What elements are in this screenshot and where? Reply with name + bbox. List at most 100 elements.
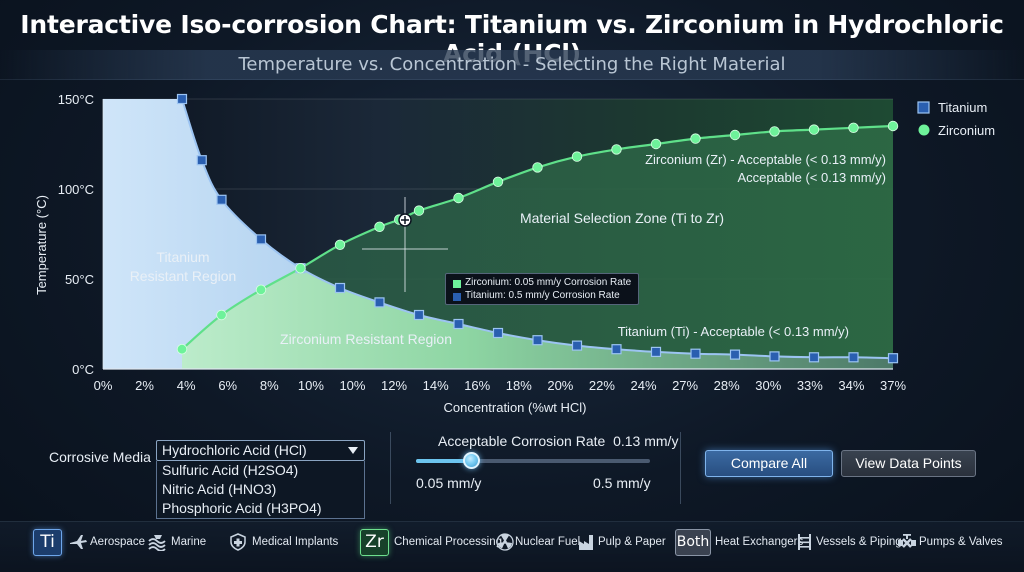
titanium-point[interactable] (611, 344, 622, 355)
wave-icon (148, 535, 166, 551)
app-aerospace: Aerospace (90, 536, 145, 548)
chart-labels: 0% 2% 4% 6% 8% 10% 10% 12% 14% 16% 18% 20% 22% 24% 27%… (34, 92, 995, 415)
zirconium-point[interactable] (334, 239, 346, 251)
zr-acceptable-annotation: Zirconium (Zr) - Acceptable (< 0.13 mm/y… (645, 152, 886, 167)
media-options-list: Sulfuric Acid (H2SO4) Nitric Acid (HNO3)… (156, 461, 365, 519)
zirconium-point[interactable] (532, 162, 543, 173)
titanium-point[interactable] (196, 155, 207, 166)
zirconium-point[interactable] (255, 284, 267, 296)
medical-shield-icon (230, 533, 246, 551)
rate-value: 0.13 mm/y (613, 433, 679, 449)
tooltip-ti-text: Titanium: 0.5 mm/y Corrosion Rate (465, 290, 620, 301)
zirconium-point[interactable] (611, 144, 622, 155)
titanium-point[interactable] (176, 93, 188, 105)
slider-fill (416, 459, 473, 463)
page-subtitle: Temperature vs. Concentration - Selectin… (238, 54, 786, 75)
zirconium-point[interactable] (216, 309, 227, 321)
x-tick-label: 37% (880, 378, 906, 393)
media-option-nitric[interactable]: Nitric Acid (HNO3) (162, 481, 277, 497)
zirconium-point[interactable] (690, 133, 701, 144)
selected-point-cross (401, 216, 409, 224)
titanium-point[interactable] (690, 348, 701, 359)
factory-icon (579, 535, 593, 550)
zirconium-point[interactable] (848, 122, 859, 134)
corrosion-rate-slider[interactable] (416, 459, 650, 463)
zirconium-point[interactable] (808, 124, 820, 135)
media-option-sulfuric[interactable]: Sulfuric Acid (H2SO4) (162, 462, 299, 478)
x-tick-label: 18% (506, 378, 532, 393)
app-heat-exchangers: Heat Exchangers (715, 536, 804, 548)
view-data-points-button[interactable]: View Data Points (841, 450, 976, 477)
ti-badge: Ti (33, 529, 62, 556)
y-tick-label: 50°C (65, 272, 94, 287)
x-tick-label: 28% (714, 378, 740, 393)
zirconium-point[interactable] (413, 205, 425, 216)
app-chemical-processing: Chemical Processing (394, 536, 503, 548)
zirconium-point[interactable] (176, 344, 188, 355)
selection-zone-label: Material Selection Zone (Ti to Zr) (520, 210, 724, 226)
titanium-point[interactable] (413, 309, 425, 321)
x-tick-label: 33% (797, 378, 823, 393)
app-marine: Marine (171, 536, 207, 548)
crosshair-cursor (362, 197, 448, 292)
zirconium-point[interactable] (453, 192, 464, 204)
titanium-region-label-2: Resistant Region (130, 268, 237, 284)
tooltip: Zirconium: 0.05 mm/y Corrosion Rate Tita… (445, 273, 639, 305)
app-nuclear-fuel: Nuclear Fuel (515, 536, 581, 548)
zirconium-point[interactable] (729, 129, 741, 141)
app-medical-implants: Medical Implants (252, 536, 339, 548)
zirconium-point[interactable] (492, 176, 504, 188)
titanium-point[interactable] (374, 297, 385, 308)
titanium-region-fill (103, 99, 301, 369)
titanium-point[interactable] (255, 234, 267, 245)
titanium-point[interactable] (532, 335, 543, 346)
y-tick-label: 100°C (58, 182, 94, 197)
x-tick-label: 2% (135, 378, 154, 393)
both-badge: Both (675, 529, 711, 556)
x-tick-label: 16% (464, 378, 490, 393)
titanium-point[interactable] (453, 318, 464, 330)
legend-titanium-swatch (917, 101, 930, 114)
titanium-point[interactable] (216, 194, 227, 205)
zirconium-point[interactable] (650, 138, 662, 150)
titanium-point[interactable] (887, 353, 899, 364)
titanium-point[interactable] (729, 349, 741, 360)
x-tick-label: 27% (672, 378, 698, 393)
zirconium-point[interactable] (374, 221, 385, 233)
y-axis-label: Temperature (°C) (34, 195, 49, 295)
titanium-point[interactable] (571, 340, 583, 351)
x-tick-label: 20% (547, 378, 573, 393)
zirconium-point[interactable] (295, 263, 306, 274)
x-tick-label: 22% (589, 378, 615, 393)
tooltip-zr-swatch (453, 280, 461, 288)
titanium-point[interactable] (769, 351, 780, 362)
media-option-phosphoric[interactable]: Phosphoric Acid (H3PO4) (162, 500, 322, 516)
x-tick-label: 0% (94, 378, 113, 393)
zr-badge: Zr (360, 529, 389, 556)
zirconium-point[interactable] (571, 151, 583, 162)
region-fills (103, 99, 893, 369)
slider-min-label: 0.05 mm/y (416, 475, 482, 491)
subtitle-bar (0, 50, 1024, 80)
divider (390, 432, 391, 504)
zirconium-point[interactable] (769, 126, 780, 137)
media-selected-value: Hydrochloric Acid (HCl) (162, 442, 307, 458)
iso-corrosion-chart[interactable]: 0% 2% 4% 6% 8% 10% 10% 12% 14% 16% 18% 20% 22% 24% 27%… (0, 0, 1024, 430)
slider-handle[interactable] (463, 452, 481, 469)
tooltip-zr-text: Zirconium: 0.05 mm/y Corrosion Rate (465, 277, 632, 288)
titanium-region-label: Titanium (156, 249, 209, 265)
titanium-point[interactable] (334, 282, 346, 294)
zirconium-region-label: Zirconium Resistant Region (280, 331, 452, 347)
y-tick-label: 0°C (72, 362, 94, 377)
x-tick-label: 8% (260, 378, 279, 393)
zirconium-point[interactable] (887, 120, 899, 132)
compare-all-button[interactable]: Compare All (705, 450, 833, 477)
titanium-point[interactable] (492, 327, 504, 339)
titanium-point[interactable] (808, 352, 820, 363)
corrosive-media-label: Corrosive Media (49, 449, 151, 465)
titanium-point[interactable] (650, 346, 662, 357)
corrosive-media-select[interactable]: Hydrochloric Acid (HCl) (156, 440, 365, 461)
titanium-point[interactable] (848, 352, 859, 363)
x-tick-label: 14% (423, 378, 449, 393)
app-pulp-paper: Pulp & Paper (598, 536, 666, 548)
